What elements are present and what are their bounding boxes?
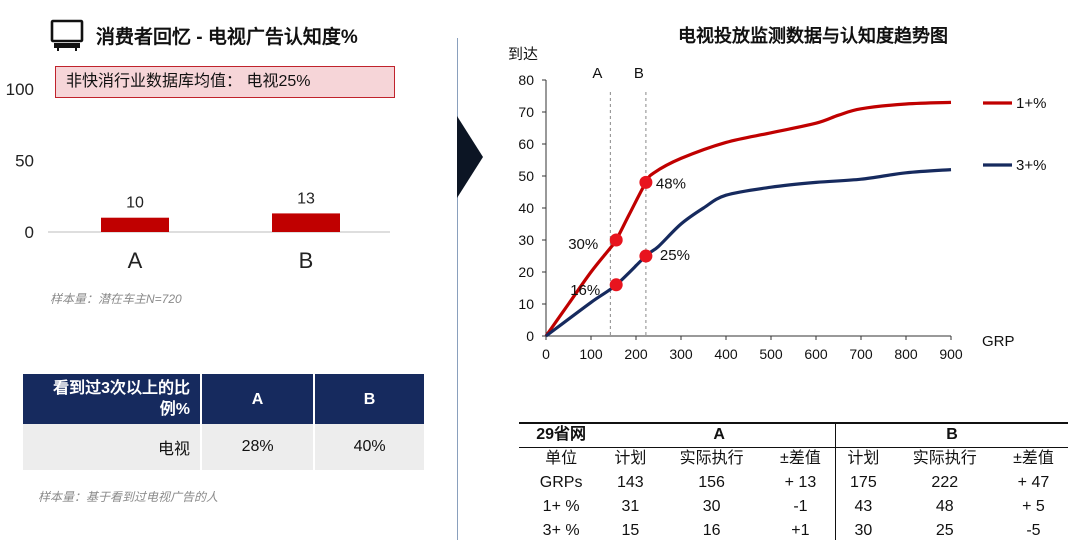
x-tick-label: 300 bbox=[669, 346, 693, 362]
table-cell: 3+ % bbox=[519, 519, 604, 540]
sample-size-note: 样本量：潜在车主N=720 bbox=[50, 292, 182, 306]
y-tick-label: 0 bbox=[526, 328, 534, 344]
table-group-header-a: A bbox=[603, 422, 837, 448]
table-header-cell: B bbox=[314, 374, 424, 424]
data-point-marker bbox=[609, 278, 623, 292]
y-axis-title: 到达 bbox=[508, 46, 538, 63]
table-cell: 15 bbox=[603, 519, 658, 540]
y-tick-label: 100 bbox=[6, 80, 34, 99]
table-header-row: 29省网 A B bbox=[519, 422, 1068, 448]
table-cell: GRPs bbox=[539, 474, 583, 491]
x-tick-label: 100 bbox=[579, 346, 603, 362]
benchmark-callout: 非快消行业数据库均值： 电视25% bbox=[55, 66, 395, 98]
y-tick-label: 10 bbox=[518, 296, 534, 312]
x-tick-label: 800 bbox=[894, 346, 918, 362]
table-cell: ±差值 bbox=[765, 447, 837, 471]
y-tick-label: 70 bbox=[518, 104, 534, 120]
table-cell: -1 bbox=[765, 495, 837, 519]
y-tick-label: 50 bbox=[518, 168, 534, 184]
table-cell: -5 bbox=[998, 519, 1068, 540]
table-cell: 29省网 bbox=[519, 422, 604, 448]
table-cell: ±差值 bbox=[1013, 450, 1054, 468]
data-point-label: 30% bbox=[568, 236, 598, 253]
table-cell: 30 bbox=[702, 498, 721, 515]
reference-label: A bbox=[592, 65, 602, 82]
table-cell: 计划 bbox=[847, 450, 880, 468]
table-cell: 43 bbox=[854, 498, 873, 515]
reference-label: B bbox=[634, 65, 644, 82]
table-cell: 31 bbox=[621, 498, 640, 515]
table-header-row: 看到过3次以上的比例% A B bbox=[23, 374, 424, 424]
table-header-cell: A bbox=[201, 374, 316, 424]
arrow-right-icon bbox=[457, 116, 483, 198]
data-point-label: 25% bbox=[660, 247, 690, 264]
table-cell: + 13 bbox=[765, 471, 837, 495]
y-tick-label: 0 bbox=[25, 223, 34, 242]
y-tick-label: 60 bbox=[518, 136, 534, 152]
y-tick-label: 80 bbox=[518, 72, 534, 88]
table-cell: 175 bbox=[850, 474, 877, 491]
data-point-marker bbox=[609, 233, 623, 247]
data-point-marker bbox=[639, 249, 653, 263]
table-cell: 单位 bbox=[545, 450, 578, 468]
trend-chart-title: 电视投放监测数据与认知度趋势图 bbox=[678, 26, 948, 46]
data-point-marker bbox=[639, 175, 653, 189]
bar-A bbox=[101, 217, 169, 232]
table-row: 电视 28% 40% bbox=[23, 424, 424, 470]
table-row: GRPs 143 156 + 13 175 222 + 47 bbox=[519, 471, 1068, 495]
x-tick-label: 200 bbox=[624, 346, 648, 362]
y-tick-label: 30 bbox=[518, 232, 534, 248]
bar-B bbox=[272, 213, 340, 232]
table-cell: 48 bbox=[935, 498, 954, 515]
table-cell: 电视 bbox=[23, 424, 202, 470]
table-cell: 1+ % bbox=[542, 498, 580, 515]
table-cell: 222 bbox=[931, 474, 959, 491]
table-cell: 计划 bbox=[614, 450, 647, 468]
recall-bar-chart: 0 50 100 10 A 13 B bbox=[6, 80, 390, 273]
recall-frequency-table: 看到过3次以上的比例% A B 电视 28% 40% bbox=[23, 374, 424, 470]
bar-value-label: 13 bbox=[297, 190, 315, 207]
table-cell: 实际执行 bbox=[679, 450, 744, 468]
y-tick-label: 50 bbox=[15, 152, 34, 171]
x-tick-label: 400 bbox=[714, 346, 738, 362]
table-cell: 实际执行 bbox=[912, 450, 977, 468]
y-tick-label: 20 bbox=[518, 264, 534, 280]
table-cell: 28% bbox=[201, 424, 316, 470]
table-cell: 30 bbox=[835, 519, 891, 540]
x-category-label: A bbox=[128, 248, 143, 273]
media-plan-table: 29省网 A B 单位 计划 实际执行 ±差值 计划 实际执行 ±差值 GRPs… bbox=[519, 422, 1068, 540]
table-cell: 143 bbox=[617, 474, 644, 491]
table-sample-note: 样本量：基于看到过电视广告的人 bbox=[38, 490, 219, 504]
legend-label: 1+% bbox=[1016, 95, 1046, 112]
x-tick-label: 0 bbox=[542, 346, 550, 362]
data-point-label: 16% bbox=[570, 282, 600, 299]
table-cell: + 47 bbox=[1017, 474, 1050, 491]
x-tick-label: 700 bbox=[849, 346, 873, 362]
table-cell: 156 bbox=[698, 474, 725, 491]
table-row: 3+ % 15 16 +1 30 25 -5 bbox=[519, 519, 1068, 540]
table-row: 单位 计划 实际执行 ±差值 计划 实际执行 ±差值 bbox=[519, 447, 1068, 471]
table-cell: +1 bbox=[765, 519, 837, 540]
table-cell: 25 bbox=[890, 519, 999, 540]
table-cell: 16 bbox=[657, 519, 766, 540]
y-tick-label: 40 bbox=[518, 200, 534, 216]
legend-label: 3+% bbox=[1016, 157, 1046, 174]
x-axis-title: GRP bbox=[982, 333, 1015, 350]
series-line-reach-1plus bbox=[544, 100, 952, 337]
x-category-label: B bbox=[299, 248, 314, 273]
table-header-cell: 看到过3次以上的比例% bbox=[23, 374, 202, 424]
table-cell: 40% bbox=[314, 424, 424, 470]
table-cell: + 5 bbox=[1022, 498, 1045, 515]
left-panel-title: 消费者回忆 - 电视广告认知度% bbox=[96, 27, 358, 48]
x-tick-label: 900 bbox=[939, 346, 963, 362]
x-tick-label: 500 bbox=[759, 346, 783, 362]
panel-divider bbox=[457, 38, 458, 540]
x-tick-label: 600 bbox=[804, 346, 828, 362]
table-group-header-b: B bbox=[835, 422, 1068, 448]
table-row: 1+ % 31 30 -1 43 48 + 5 bbox=[519, 495, 1068, 519]
data-point-label: 48% bbox=[656, 175, 686, 192]
tv-icon bbox=[50, 19, 84, 51]
bar-value-label: 10 bbox=[126, 195, 144, 212]
